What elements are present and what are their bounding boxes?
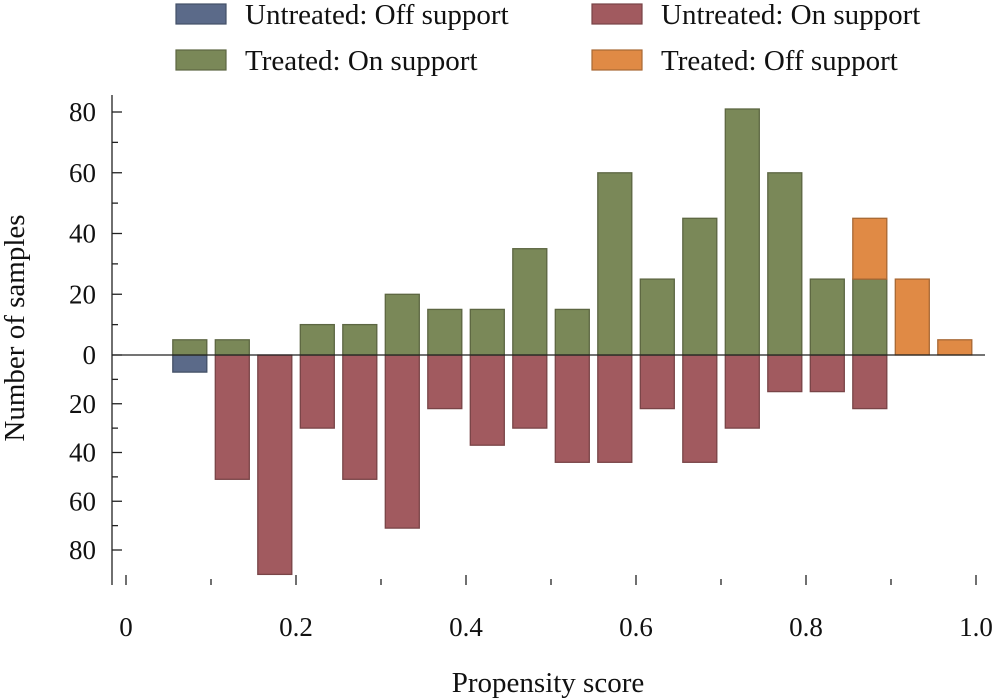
bar-untreated-on-support-1 bbox=[257, 354, 293, 576]
bar-treated-off-support-2 bbox=[937, 339, 973, 356]
y-axis-label: Number of samples bbox=[0, 214, 31, 441]
bar-untreated-on-support-4 bbox=[384, 354, 420, 529]
x-tick-label-3: 0.6 bbox=[619, 612, 653, 642]
legend-swatch-untreated-off-support bbox=[175, 3, 227, 25]
bar-treated-on-support-12 bbox=[724, 108, 760, 356]
bar-untreated-on-support-12 bbox=[724, 354, 760, 429]
bar-untreated-on-support-15 bbox=[852, 354, 888, 410]
bar-untreated-on-support-6 bbox=[469, 354, 505, 446]
y-tick-label-below-2: 60 bbox=[69, 486, 96, 516]
bar-treated-on-support-4 bbox=[384, 293, 420, 356]
bar-treated-on-support-15 bbox=[852, 278, 888, 356]
legend-swatch-treated-on-support bbox=[175, 49, 227, 71]
y-tick-label-above-0: 0 bbox=[83, 340, 97, 370]
bar-treated-on-support-8 bbox=[554, 308, 590, 356]
y-tick-label-above-4: 80 bbox=[69, 97, 96, 127]
bar-treated-on-support-11 bbox=[682, 217, 718, 356]
bar-untreated-on-support-7 bbox=[512, 354, 548, 429]
y-tick-label-above-3: 60 bbox=[69, 158, 96, 188]
bars-below-baseline bbox=[172, 354, 888, 576]
x-tick-label-4: 0.8 bbox=[789, 612, 823, 642]
bars-above-baseline bbox=[172, 108, 973, 356]
bar-treated-on-support-5 bbox=[427, 308, 463, 356]
y-tick-label-below-0: 20 bbox=[69, 389, 96, 419]
bar-untreated-on-support-3 bbox=[342, 354, 378, 480]
x-tick-label-0: 0 bbox=[119, 612, 133, 642]
bar-treated-on-support-14 bbox=[809, 278, 845, 356]
bar-untreated-on-support-2 bbox=[299, 354, 335, 429]
axes bbox=[111, 95, 985, 585]
bar-treated-on-support-7 bbox=[512, 248, 548, 356]
y-tick-label-below-3: 80 bbox=[69, 535, 96, 565]
bar-treated-off-support-1 bbox=[894, 278, 930, 356]
bar-untreated-on-support-11 bbox=[682, 354, 718, 463]
bar-treated-on-support-1 bbox=[214, 339, 250, 356]
y-tick-label-below-1: 40 bbox=[69, 438, 96, 468]
bar-untreated-on-support-10 bbox=[639, 354, 675, 410]
bar-treated-on-support-13 bbox=[767, 172, 803, 356]
bar-treated-on-support-9 bbox=[597, 172, 633, 356]
y-tick-label-above-2: 40 bbox=[69, 219, 96, 249]
x-tick-label-2: 0.4 bbox=[449, 612, 483, 642]
legend-swatch-treated-off-support bbox=[591, 49, 643, 71]
legend-label-treated-on-support: Treated: On support bbox=[245, 45, 478, 77]
bar-untreated-on-support-13 bbox=[767, 354, 803, 393]
x-tick-label-1: 0.2 bbox=[279, 612, 313, 642]
x-tick-label-5: 1.0 bbox=[959, 612, 993, 642]
x-ticks: 0 0.2 0.4 0.6 0.8 1.0 bbox=[119, 575, 993, 642]
y-tick-label-above-1: 20 bbox=[69, 279, 96, 309]
legend-label-untreated-on-support: Untreated: On support bbox=[661, 0, 920, 31]
bar-treated-on-support-2 bbox=[299, 323, 335, 356]
bar-untreated-on-support-5 bbox=[427, 354, 463, 410]
legend-swatch-untreated-on-support bbox=[591, 3, 643, 25]
legend-label-treated-off-support: Treated: Off support bbox=[661, 45, 898, 77]
bar-untreated-on-support-14 bbox=[809, 354, 845, 393]
x-axis-label: Propensity score bbox=[452, 667, 645, 699]
bar-untreated-on-support-9 bbox=[597, 354, 633, 463]
legend-label-untreated-off-support: Untreated: Off support bbox=[245, 0, 509, 31]
y-ticks: 0 20 40 60 80 20 40 60 80 bbox=[69, 97, 122, 565]
bar-treated-on-support-0 bbox=[172, 339, 208, 356]
bar-untreated-on-support-8 bbox=[554, 354, 590, 463]
bar-treated-on-support-3 bbox=[342, 323, 378, 356]
bar-untreated-on-support-0 bbox=[214, 354, 250, 480]
bar-untreated-off-support-0 bbox=[172, 354, 208, 373]
legend: Untreated: Off support Untreated: On supp… bbox=[175, 0, 920, 77]
bar-treated-on-support-10 bbox=[639, 278, 675, 356]
bar-treated-on-support-6 bbox=[469, 308, 505, 356]
bar-treated-off-support-0 bbox=[852, 217, 888, 280]
